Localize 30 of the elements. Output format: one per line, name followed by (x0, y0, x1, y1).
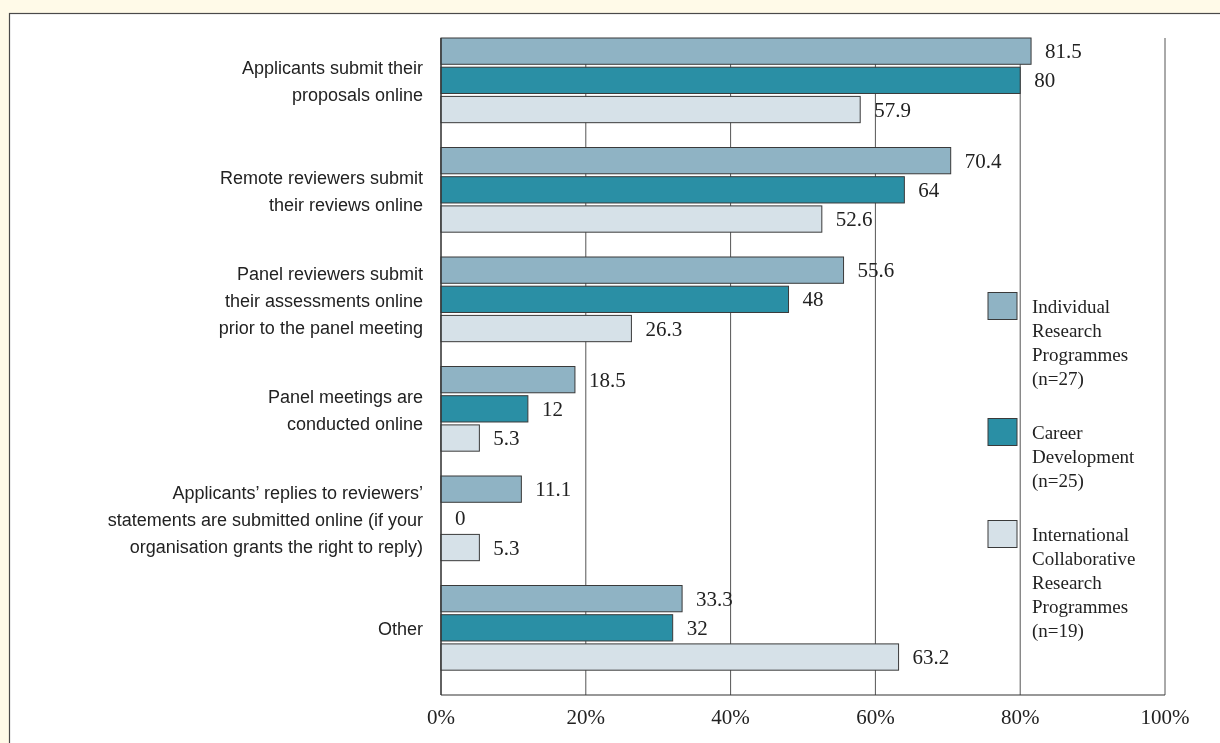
data-label: 63.2 (912, 645, 950, 670)
y-tick-label: Panel reviewers submit their assessments online prior to the panel meeting (218, 263, 423, 338)
data-label: 48 (802, 287, 824, 312)
legend-label: Career Development (n=25) (1032, 421, 1136, 492)
data-label: 18.5 (588, 367, 626, 392)
data-label: 81.5 (1045, 39, 1082, 64)
x-tick-label: 40% (711, 705, 750, 729)
x-tick-label: 80% (1000, 705, 1040, 729)
data-label: 32 (686, 615, 708, 640)
x-tick-label: 60% (856, 705, 895, 729)
data-label: 11.1 (535, 477, 572, 502)
data-label: 26.3 (645, 316, 683, 341)
legend-label: Individual Research Programmes (n=27) (1032, 295, 1129, 390)
x-tick-label: 0% (427, 705, 455, 729)
data-label: 64 (918, 177, 940, 202)
y-tick-label: Panel meetings are conducted online (267, 386, 423, 434)
data-label: 70.4 (964, 148, 1002, 173)
x-tick-label: 20% (566, 705, 606, 729)
legend-label: International Collaborative Research Programmes (n=19) (1032, 523, 1136, 642)
data-label: 5.3 (493, 535, 520, 560)
data-label: 5.3 (493, 426, 520, 451)
y-tick-label: Applicants’ replies to reviewers’ statements are submitted online (if your organisation grants the right to reply) (107, 482, 423, 557)
data-label: 80 (1034, 68, 1056, 93)
data-label: 52.6 (835, 207, 873, 232)
y-tick-label: Applicants submit their proposals online (241, 58, 423, 106)
data-label: 0 (455, 506, 466, 531)
data-label: 12 (541, 396, 563, 421)
y-tick-label: Other (377, 619, 423, 640)
x-tick-label: 100% (1140, 705, 1190, 729)
y-tick-label: Remote reviewers submit their reviews online (219, 167, 423, 215)
